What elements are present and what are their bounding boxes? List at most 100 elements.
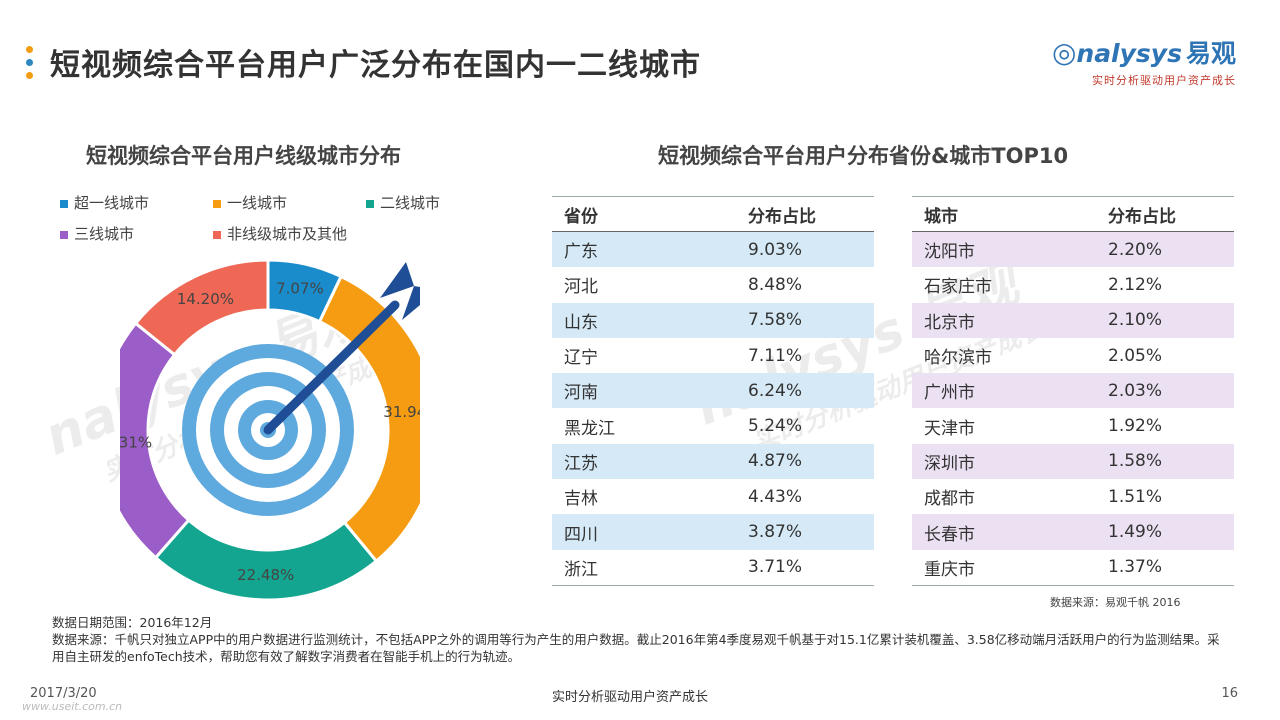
- header-province: 省份: [552, 196, 736, 232]
- table-row: 江苏 4.87%: [552, 443, 874, 480]
- legend-swatch: [60, 199, 68, 208]
- table-row: 河北 8.48%: [552, 267, 874, 302]
- legend-swatch: [213, 230, 221, 239]
- city-name-cell: 广州市: [912, 373, 1096, 409]
- city-share-cell: 2.10%: [1096, 302, 1234, 338]
- legend-item-other: 非线级城市及其他: [213, 223, 347, 244]
- table-row: 黑龙江 5.24%: [552, 408, 874, 443]
- table-row: 辽宁 7.11%: [552, 338, 874, 373]
- province-name-cell: 辽宁: [564, 348, 598, 369]
- title-bullet-dots: [26, 46, 34, 85]
- city-name-cell: 长春市: [912, 514, 1096, 550]
- bullet-dot-3: [26, 72, 33, 79]
- logo-brand-cn: 易观: [1185, 39, 1236, 68]
- province-share-cell: 4.87%: [736, 443, 874, 480]
- table-row: 石家庄市 2.12%: [912, 267, 1234, 302]
- table-row: 广东 9.03%: [552, 231, 874, 268]
- table-row: 沈阳市 2.20%: [912, 231, 1234, 268]
- donut-slice-4: [133, 258, 270, 357]
- data-source-note: 数据来源：千帆只对独立APP中的用户数据进行监测统计，不包括APP之外的调用等行…: [52, 632, 1220, 664]
- city-share-cell: 1.37%: [1108, 557, 1163, 578]
- table-header-row: 省份 分布占比: [552, 196, 874, 232]
- header-share: 分布占比: [1096, 196, 1234, 232]
- city-share-cell: 2.20%: [1096, 231, 1234, 268]
- table-row: 吉林 4.43%: [552, 479, 874, 514]
- table-row: 长春市 1.49%: [912, 514, 1234, 550]
- header-city: 城市: [912, 196, 1096, 232]
- tables-title: 短视频综合平台用户分布省份&城市TOP10: [658, 144, 1069, 168]
- legend-label: 非线级城市及其他: [227, 225, 348, 243]
- donut-chart-title: 短视频综合平台用户线级城市分布: [86, 144, 401, 168]
- province-share-cell: 3.87%: [736, 514, 874, 550]
- donut-slices: [120, 258, 420, 600]
- city-name-cell: 深圳市: [912, 443, 1096, 480]
- donut-slice-label-2: 22.48%: [237, 566, 294, 584]
- city-share-cell: 1.51%: [1108, 486, 1163, 507]
- table-row: 天津市 1.92%: [912, 408, 1234, 443]
- analysys-logo: ◎nalysys 易观 实时分析驱动用户资产成长: [1052, 34, 1236, 88]
- arrow-fletch-top: [380, 262, 414, 298]
- donut-slice-2: [153, 517, 379, 600]
- city-name-cell: 北京市: [912, 302, 1096, 338]
- donut-slice-label-1: 31.94%: [383, 403, 420, 421]
- logo-main: ◎nalysys 易观: [1052, 34, 1236, 70]
- table-row: 广州市 2.03%: [912, 373, 1234, 409]
- province-share-cell: 3.71%: [748, 557, 803, 578]
- arrow-icon: [263, 262, 420, 435]
- province-share-cell: 7.11%: [748, 345, 803, 366]
- legend-swatch: [366, 199, 374, 208]
- legend-item-tier1: 一线城市: [213, 192, 287, 213]
- donut-chart: 7.07% 31.94% 22.48% 24.31% 14.20%: [120, 258, 420, 600]
- province-share-cell: 4.43%: [748, 486, 803, 507]
- table-row: 重庆市 1.37%: [912, 550, 1234, 586]
- bullet-dot-1: [26, 46, 33, 53]
- footer-date: 2017/3/20: [30, 686, 97, 701]
- city-share-cell: 1.58%: [1096, 443, 1234, 480]
- legend-swatch: [60, 230, 68, 239]
- city-name-cell: 成都市: [924, 489, 975, 510]
- logo-brand: nalysys: [1076, 39, 1182, 68]
- table-row: 河南 6.24%: [552, 373, 874, 409]
- province-name-cell: 浙江: [564, 559, 598, 580]
- province-name-cell: 河南: [552, 373, 736, 409]
- arrow-fletch-right: [402, 286, 420, 320]
- table-row: 成都市 1.51%: [912, 479, 1234, 514]
- city-name-cell: 哈尔滨市: [924, 348, 992, 369]
- logo-slogan: 实时分析驱动用户资产成长: [1092, 74, 1236, 87]
- page-title: 短视频综合平台用户广泛分布在国内一二线城市: [50, 48, 701, 83]
- province-name-cell: 四川: [552, 514, 736, 550]
- donut-slice-label-0: 7.07%: [276, 280, 324, 298]
- header-share: 分布占比: [736, 196, 874, 232]
- donut-slice-labels: 7.07% 31.94% 22.48% 24.31% 14.20%: [120, 280, 420, 584]
- city-share-cell: 1.92%: [1108, 416, 1163, 437]
- legend-label: 超一线城市: [74, 194, 150, 212]
- city-share-cell: 2.05%: [1108, 345, 1163, 366]
- legend-item-tier3: 三线城市: [60, 223, 134, 244]
- date-range-note: 数据日期范围：2016年12月: [52, 615, 213, 630]
- city-name-cell: 石家庄市: [924, 277, 992, 298]
- province-share-cell: 8.48%: [748, 274, 803, 295]
- table-row: 深圳市 1.58%: [912, 443, 1234, 480]
- legend-label: 一线城市: [227, 194, 288, 212]
- legend-swatch: [213, 199, 221, 208]
- legend-item-super-tier1: 超一线城市: [60, 192, 149, 213]
- page-number: 16: [1221, 686, 1238, 701]
- province-name-cell: 吉林: [564, 489, 598, 510]
- province-share-cell: 6.24%: [736, 373, 874, 409]
- province-name-cell: 黑龙江: [564, 418, 615, 439]
- province-name-cell: 江苏: [552, 443, 736, 480]
- legend-item-tier2: 二线城市: [366, 192, 440, 213]
- table-row: 浙江 3.71%: [552, 550, 874, 586]
- city-share-cell: 2.03%: [1096, 373, 1234, 409]
- province-share-cell: 9.03%: [736, 231, 874, 268]
- city-name-cell: 沈阳市: [912, 231, 1096, 268]
- legend-label: 二线城市: [380, 194, 441, 212]
- footnotes: 数据日期范围：2016年12月 数据来源：千帆只对独立APP中的用户数据进行监测…: [52, 614, 1232, 665]
- source-note-right: 数据来源：易观千帆 2016: [1050, 596, 1181, 609]
- table-row: 四川 3.87%: [552, 514, 874, 550]
- city-table: 城市 分布占比 沈阳市 2.20% 石家庄市 2.12% 北京市 2.10% 哈尔滨市 2.0…: [912, 196, 1234, 586]
- city-share-cell: 2.12%: [1108, 274, 1163, 295]
- arrow-shaft: [263, 300, 400, 435]
- city-name-cell: 重庆市: [924, 559, 975, 580]
- table-row: 哈尔滨市 2.05%: [912, 338, 1234, 373]
